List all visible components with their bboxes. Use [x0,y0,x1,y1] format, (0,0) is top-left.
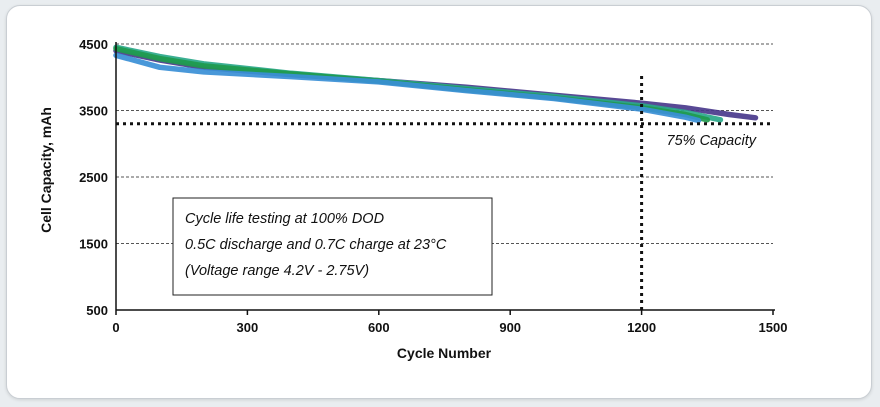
x-tick-label: 0 [112,320,119,335]
axes [115,42,775,311]
annotation-box-frame [172,197,493,296]
tick-labels: 4500 3500 2500 1500 500 0 300 600 900 1200 1500 [79,37,787,335]
x-tick-label: 600 [368,320,390,335]
series-group [113,44,759,124]
y-axis-title: Cell Capacity, mAh [38,107,54,233]
x-tick-label: 900 [499,320,521,335]
series-line-4 [113,52,702,124]
x-tick-label: 1500 [759,320,788,335]
y-tick-label: 2500 [79,170,108,185]
x-tick-label: 1200 [627,320,656,335]
annotation-box: Cycle life testing at 100% DOD 0.5C disc… [172,197,493,296]
y-tick-label: 3500 [79,104,108,119]
y-tick-label: 1500 [79,237,108,252]
y-tick-label: 500 [86,303,108,318]
x-axis-title: Cycle Number [397,345,492,361]
annotation-line-1: Cycle life testing at 100% DOD [185,211,384,227]
x-tick-label: 300 [237,320,259,335]
annotation-line-2: 0.5C discharge and 0.7C charge at 23°C [185,237,447,253]
annotation-line-3: (Voltage range 4.2V - 2.75V) [185,263,369,279]
capacity-reference-label: 75% Capacity [667,133,757,149]
y-tick-label: 4500 [79,37,108,52]
